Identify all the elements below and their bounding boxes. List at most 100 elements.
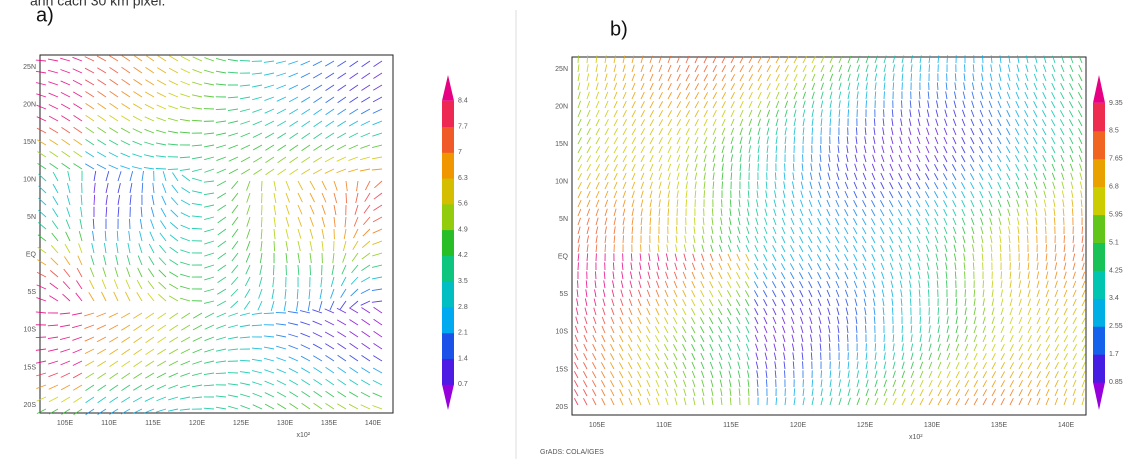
wind-vector — [910, 298, 911, 306]
colorbar-label: 8.5 — [1109, 128, 1119, 135]
colorbar-segment — [1093, 187, 1105, 215]
wind-vector — [847, 334, 848, 342]
x-tick-label: 115E — [145, 420, 161, 427]
wind-vector — [36, 337, 46, 338]
wind-vector — [310, 265, 311, 275]
wind-vector — [676, 226, 677, 234]
x-tick-label: 125E — [233, 420, 250, 427]
wind-vector — [820, 145, 821, 153]
colorbar-label: 1.4 — [458, 355, 468, 362]
wind-vector — [739, 190, 740, 198]
wind-vector — [929, 64, 930, 72]
colorbar-label: 7.7 — [458, 123, 468, 130]
wind-vector — [901, 100, 902, 108]
colorbar-segment — [1093, 354, 1105, 382]
wind-vector — [938, 307, 939, 315]
colorbar-segment — [1093, 270, 1105, 298]
x-tick-label: 135E — [991, 422, 1008, 429]
colorbar-label: 7.65 — [1109, 156, 1123, 163]
wind-vector — [595, 271, 596, 279]
x-tick-label: 130E — [277, 420, 294, 427]
y-tick-label: 10S — [24, 327, 37, 334]
colorbar-label: 5.95 — [1109, 211, 1123, 218]
x-tick-label: 110E — [656, 422, 672, 429]
colorbar-segment — [442, 178, 454, 204]
wind-vector — [623, 235, 624, 243]
wind-vector — [767, 154, 768, 162]
wind-vector — [273, 265, 274, 275]
colorbar-label: 3.5 — [458, 278, 468, 285]
x-tick-label: 120E — [790, 422, 807, 429]
x-unit: x10² — [297, 432, 311, 439]
x-tick-label: 115E — [723, 422, 739, 429]
wind-vector — [784, 370, 785, 378]
colorbar-segment — [442, 358, 454, 384]
wind-vector — [264, 313, 274, 314]
y-tick-label: 25N — [23, 64, 36, 71]
wind-vector — [346, 193, 347, 203]
y-tick-label: EQ — [558, 254, 569, 261]
wind-vector — [216, 373, 226, 374]
wind-vector — [866, 100, 867, 108]
y-tick-label: 5N — [27, 214, 36, 221]
wind-vector — [641, 226, 642, 234]
y-tick-label: 20S — [556, 404, 569, 411]
colorbar-segment — [442, 204, 454, 230]
wind-vector — [658, 235, 659, 243]
wind-vector — [192, 228, 202, 229]
wind-vector — [829, 343, 830, 351]
footer: GrADS: COLA/IGES — [540, 449, 604, 456]
wind-vector — [240, 60, 250, 61]
wind-vector — [946, 280, 947, 288]
wind-vector — [757, 181, 758, 189]
y-tick-label: 10N — [555, 179, 568, 186]
y-tick-label: 25N — [555, 66, 568, 73]
wind-vector — [857, 352, 858, 360]
colorbar-label: 2.8 — [458, 304, 468, 311]
wind-vector — [928, 289, 929, 297]
colorbar-segment — [1093, 103, 1105, 131]
y-tick-label: 15S — [556, 366, 569, 373]
x-unit: x10² — [909, 434, 923, 441]
wind-vector — [839, 361, 840, 369]
colorbar-segment — [1093, 243, 1105, 271]
y-tick-label: 5N — [559, 216, 568, 223]
y-tick-label: 15N — [23, 139, 36, 146]
wind-vector — [694, 217, 695, 225]
y-tick-label: 20S — [24, 402, 37, 409]
wind-vector — [613, 262, 614, 270]
wind-vector — [704, 190, 705, 198]
colorbar-label: 1.7 — [1109, 351, 1119, 358]
colorbar-label: 5.1 — [1109, 239, 1119, 246]
wind-vector — [577, 280, 578, 288]
wind-vector — [261, 217, 262, 227]
colorbar-label: 2.55 — [1109, 323, 1123, 330]
wind-vector — [776, 397, 777, 405]
wind-vector — [156, 168, 166, 169]
wind-vector — [605, 244, 606, 252]
colorbar-segment — [442, 152, 454, 178]
wind-vector — [821, 370, 822, 378]
wind-vector — [947, 55, 948, 63]
wind-vector — [919, 91, 920, 99]
colorbar-label: 6.3 — [458, 175, 468, 182]
colorbar-label: 4.9 — [458, 226, 468, 233]
wind-vector — [785, 145, 786, 153]
wind-vector — [766, 379, 767, 387]
x-tick-label: 110E — [101, 420, 117, 427]
wind-vector — [216, 109, 226, 110]
colorbar-segment — [442, 307, 454, 333]
colorbar-label: 4.2 — [458, 252, 468, 259]
colorbar-segment — [442, 127, 454, 153]
wind-vector — [1009, 244, 1010, 252]
wind-vector — [1072, 208, 1073, 216]
wind-vector — [276, 312, 286, 313]
colorbar-segment — [442, 255, 454, 281]
y-tick-label: 10N — [23, 177, 36, 184]
x-tick-label: 125E — [857, 422, 874, 429]
wind-vector — [937, 82, 938, 90]
x-tick-label: 105E — [589, 422, 606, 429]
colorbar-label: 5.6 — [458, 201, 468, 208]
colorbar-segment — [1093, 326, 1105, 354]
